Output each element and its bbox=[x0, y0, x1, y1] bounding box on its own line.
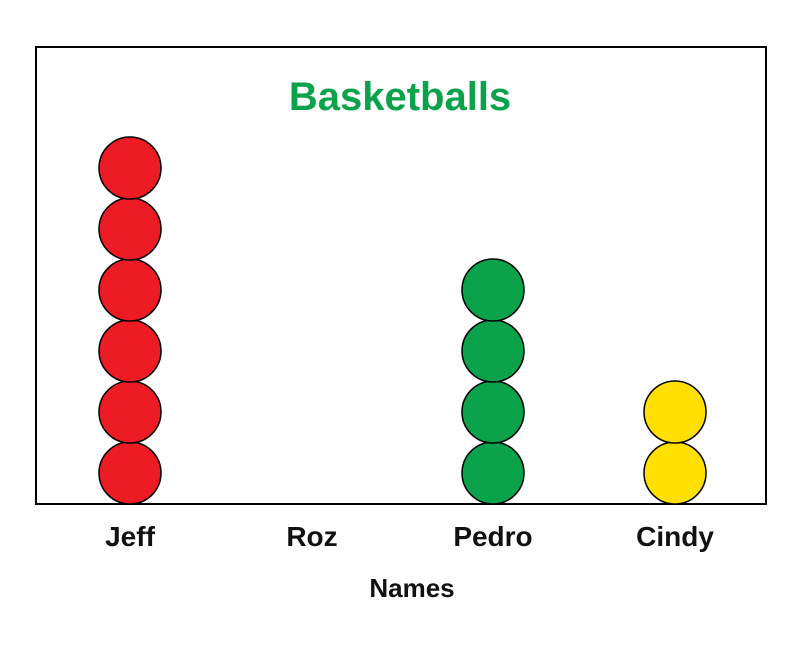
basketball-mark-pedro-1 bbox=[461, 441, 525, 505]
basketball-mark-jeff-4 bbox=[98, 258, 162, 322]
basketball-mark-jeff-1 bbox=[98, 441, 162, 505]
basketball-mark-pedro-4 bbox=[461, 258, 525, 322]
category-label-pedro: Pedro bbox=[453, 521, 532, 552]
basketball-mark-jeff-2 bbox=[98, 380, 162, 444]
basketball-mark-pedro-2 bbox=[461, 380, 525, 444]
basketball-mark-cindy-2 bbox=[643, 380, 707, 444]
basketball-mark-pedro-3 bbox=[461, 319, 525, 383]
data-marks bbox=[98, 136, 707, 505]
category-label-jeff: Jeff bbox=[105, 521, 155, 552]
x-axis-title: Names bbox=[369, 573, 454, 603]
chart-title: Basketballs bbox=[289, 75, 511, 119]
basketball-mark-jeff-5 bbox=[98, 197, 162, 261]
basketball-mark-jeff-6 bbox=[98, 136, 162, 200]
basketball-mark-cindy-1 bbox=[643, 441, 707, 505]
category-labels: Jeff Roz Pedro Cindy bbox=[105, 521, 714, 552]
category-label-roz: Roz bbox=[286, 521, 337, 552]
category-label-cindy: Cindy bbox=[636, 521, 714, 552]
basketball-mark-jeff-3 bbox=[98, 319, 162, 383]
